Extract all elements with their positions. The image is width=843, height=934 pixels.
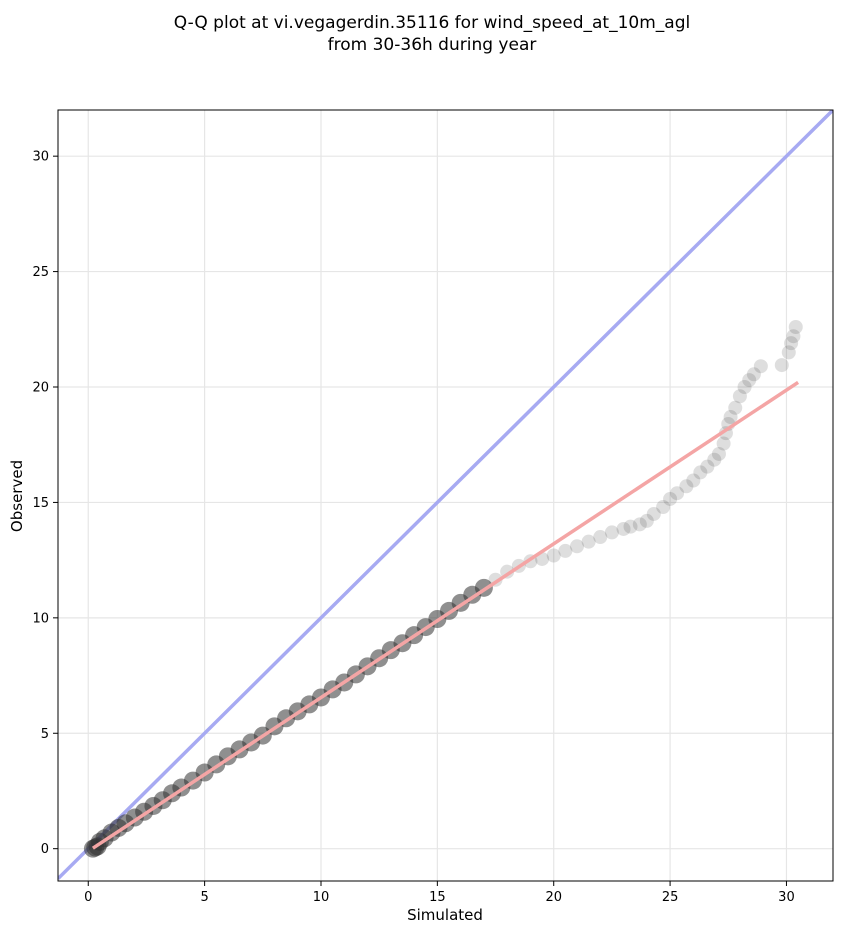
qq-point [616,521,631,536]
chart-title-line-2: from 30-36h during year [328,35,537,55]
qq-point [693,465,708,480]
qq-point [707,452,722,467]
y-tick-label: 5 [41,727,49,742]
qq-point [728,400,743,415]
fit-line [91,380,800,850]
qq-point [593,530,608,545]
x-tick-label: 15 [429,890,446,905]
qq-point [700,459,715,474]
qq-point [646,506,661,521]
axis-ticks: 0 5 10 15 20 25 30 0 5 10 15 20 25 30 [32,150,794,905]
qq-point [632,517,647,532]
qq-point [774,358,789,373]
qq-point [784,336,799,351]
qq-point [656,500,671,515]
y-tick-label: 30 [32,150,49,165]
qq-point [663,491,678,506]
y-tick-label: 20 [32,381,49,396]
y-tick-label: 15 [32,496,49,511]
y-tick-label: 25 [32,265,49,280]
qq-point [746,367,761,382]
qq-point [786,329,801,344]
plot-frame [57,109,834,882]
qq-point [742,373,757,388]
x-tick-label: 20 [545,890,562,905]
qq-point [723,410,738,425]
qq-point [686,473,701,488]
qq-point [788,319,803,334]
y-tick-label: 10 [32,611,49,626]
x-tick-label: 30 [778,890,795,905]
qq-point [670,486,685,501]
data-points [83,319,803,858]
identity-line [58,110,833,880]
y-tick-label: 0 [41,842,49,857]
qq-point [639,513,654,528]
qq-point [732,389,747,404]
qq-point [753,359,768,374]
qq-point [546,548,561,563]
x-tick-label: 25 [662,890,679,905]
qq-point [711,446,726,461]
x-tick-label: 10 [313,890,330,905]
grid [58,110,833,881]
qq-point [737,380,752,395]
qq-point [581,534,596,549]
x-tick-label: 0 [84,890,92,905]
y-axis-label: Observed [8,460,26,532]
qq-point [604,525,619,540]
qq-point [781,345,796,360]
reference-lines [58,110,833,880]
qq-point [558,543,573,558]
x-tick-label: 5 [200,890,208,905]
qq-point [569,539,584,554]
qq-point [716,436,731,451]
chart-title-line-1: Q-Q plot at vi.vegagerdin.35116 for wind… [174,13,690,33]
qq-point [623,519,638,534]
x-axis-label: Simulated [407,906,483,924]
qq-point [679,479,694,494]
